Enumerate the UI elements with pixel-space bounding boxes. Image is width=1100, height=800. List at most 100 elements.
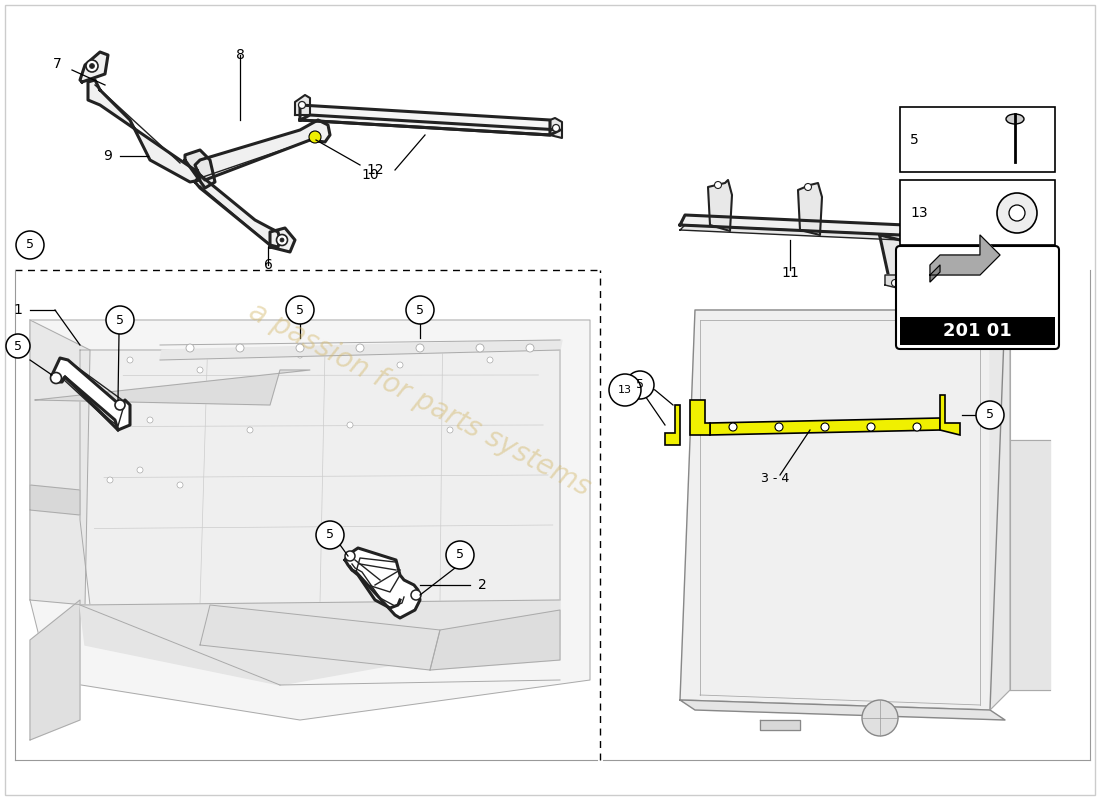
Circle shape (862, 700, 898, 736)
FancyBboxPatch shape (900, 180, 1055, 245)
Circle shape (411, 590, 421, 600)
Circle shape (867, 423, 875, 431)
Circle shape (345, 551, 355, 561)
Circle shape (280, 238, 284, 242)
Circle shape (236, 344, 244, 352)
Polygon shape (195, 175, 280, 247)
FancyBboxPatch shape (896, 246, 1059, 349)
Text: 5: 5 (116, 314, 124, 326)
Circle shape (526, 344, 534, 352)
Polygon shape (990, 250, 1010, 710)
Text: 7: 7 (53, 57, 62, 71)
Circle shape (776, 423, 783, 431)
Circle shape (106, 306, 134, 334)
Circle shape (177, 482, 183, 488)
Polygon shape (35, 370, 310, 405)
Polygon shape (680, 310, 1005, 710)
Circle shape (186, 344, 194, 352)
Text: 9: 9 (103, 149, 112, 163)
Polygon shape (80, 52, 108, 82)
Polygon shape (300, 115, 560, 135)
Text: 12: 12 (366, 163, 384, 177)
Circle shape (89, 63, 95, 69)
Text: 5: 5 (910, 133, 918, 147)
Circle shape (447, 427, 453, 433)
Polygon shape (30, 320, 590, 720)
Ellipse shape (1006, 114, 1024, 124)
Polygon shape (940, 395, 960, 435)
Circle shape (297, 352, 302, 358)
Circle shape (286, 296, 313, 324)
Circle shape (715, 182, 722, 189)
Polygon shape (886, 275, 905, 290)
Polygon shape (798, 183, 822, 235)
Polygon shape (200, 605, 440, 670)
Polygon shape (708, 180, 732, 231)
Circle shape (446, 541, 474, 569)
Text: 201 01: 201 01 (943, 322, 1012, 340)
Circle shape (1009, 205, 1025, 221)
Polygon shape (30, 485, 80, 515)
Polygon shape (930, 265, 940, 282)
Circle shape (346, 422, 353, 428)
Polygon shape (550, 118, 562, 138)
Polygon shape (430, 610, 560, 670)
Circle shape (126, 357, 133, 363)
Circle shape (609, 374, 641, 406)
Polygon shape (52, 358, 130, 430)
Circle shape (248, 427, 253, 433)
Circle shape (6, 334, 30, 358)
Polygon shape (710, 418, 940, 435)
Text: 13: 13 (618, 385, 632, 395)
Text: 8: 8 (235, 48, 244, 62)
Circle shape (16, 231, 44, 259)
Circle shape (729, 423, 737, 431)
FancyBboxPatch shape (900, 107, 1055, 172)
Text: 5: 5 (416, 303, 424, 317)
Polygon shape (680, 215, 905, 235)
Polygon shape (195, 120, 330, 180)
Circle shape (626, 371, 654, 399)
Polygon shape (680, 225, 905, 240)
Polygon shape (760, 720, 800, 730)
Circle shape (487, 357, 493, 363)
Polygon shape (80, 350, 560, 645)
Circle shape (976, 401, 1004, 429)
Circle shape (356, 344, 364, 352)
Polygon shape (666, 405, 680, 445)
Text: 5: 5 (326, 529, 334, 542)
FancyBboxPatch shape (6, 5, 1094, 795)
Text: 10: 10 (361, 168, 378, 182)
Polygon shape (30, 600, 80, 740)
Text: 5: 5 (986, 409, 994, 422)
Circle shape (821, 423, 829, 431)
Circle shape (51, 373, 62, 383)
Text: 1: 1 (13, 303, 22, 317)
Polygon shape (295, 95, 310, 115)
Circle shape (296, 344, 304, 352)
Circle shape (804, 183, 812, 190)
Circle shape (406, 296, 434, 324)
Polygon shape (185, 150, 214, 188)
Polygon shape (680, 700, 1005, 720)
Polygon shape (30, 320, 90, 605)
Circle shape (116, 400, 125, 410)
Circle shape (913, 423, 921, 431)
Text: 11: 11 (781, 266, 799, 280)
Circle shape (298, 102, 306, 109)
Polygon shape (160, 340, 562, 360)
Circle shape (107, 477, 113, 483)
Text: 13: 13 (910, 206, 927, 220)
Circle shape (197, 367, 204, 373)
Polygon shape (80, 600, 560, 685)
Circle shape (416, 344, 424, 352)
Circle shape (309, 131, 321, 143)
Polygon shape (930, 235, 1000, 275)
Polygon shape (690, 400, 710, 435)
Circle shape (476, 344, 484, 352)
Polygon shape (1010, 440, 1050, 690)
Text: 5: 5 (26, 238, 34, 251)
Circle shape (552, 125, 560, 131)
Polygon shape (345, 548, 420, 618)
Circle shape (316, 521, 344, 549)
